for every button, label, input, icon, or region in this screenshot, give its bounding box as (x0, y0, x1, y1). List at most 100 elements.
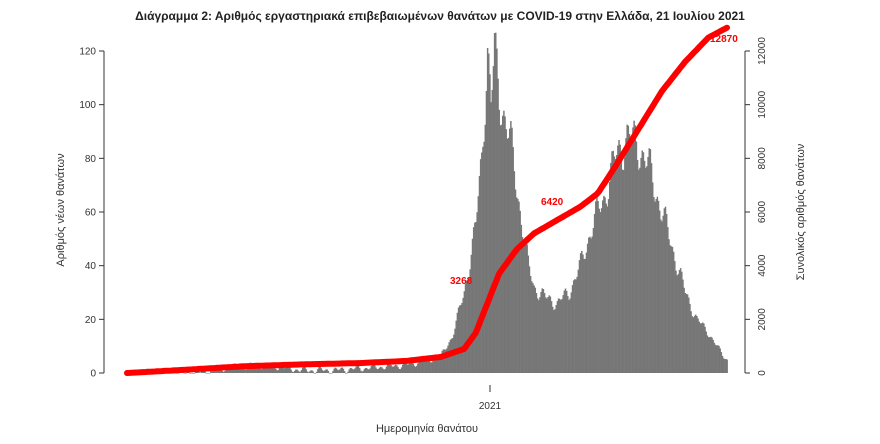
right-tick-label: 6000 (757, 200, 768, 223)
chart-title: Διάγραμμα 2: Αριθμός εργαστηριακά επιβεβ… (135, 9, 745, 23)
daily-bar (591, 236, 593, 373)
daily-bar (560, 299, 562, 373)
daily-bar (603, 195, 605, 373)
daily-bar (631, 137, 633, 373)
daily-bar (634, 125, 637, 373)
daily-bar (374, 365, 376, 373)
daily-bar (413, 365, 416, 373)
daily-bar (497, 78, 499, 373)
daily-bar (431, 362, 433, 373)
daily-bar (469, 269, 471, 373)
daily-bar (345, 373, 347, 374)
daily-bar (262, 367, 264, 373)
daily-bar (269, 365, 271, 373)
daily-bar (503, 110, 505, 373)
daily-bar (318, 367, 320, 373)
daily-bar (703, 323, 705, 373)
daily-bar (528, 266, 531, 373)
daily-bar (626, 124, 628, 373)
daily-bar (483, 141, 485, 373)
daily-bar (227, 368, 230, 373)
cumulative-annotation-12870: 12870 (710, 34, 738, 45)
daily-bar (243, 368, 246, 373)
daily-bar (321, 370, 324, 373)
right-tick-label: 4000 (757, 254, 768, 277)
daily-bar (340, 367, 342, 373)
daily-bar (313, 373, 316, 374)
daily-bar (511, 127, 513, 374)
daily-bar (198, 372, 200, 373)
daily-bar (415, 365, 418, 373)
daily-bar (684, 293, 687, 373)
daily-bar (239, 368, 241, 373)
daily-bar (522, 242, 525, 373)
daily-bar (383, 369, 385, 373)
daily-bar (268, 365, 270, 373)
daily-bar (538, 300, 540, 373)
daily-bar (322, 370, 325, 373)
daily-bar (392, 366, 395, 373)
daily-bar (493, 33, 496, 374)
daily-bar (270, 364, 273, 373)
daily-bar (583, 258, 585, 373)
daily-bar (576, 276, 578, 373)
daily-bar (310, 370, 312, 373)
daily-bar (596, 196, 598, 373)
daily-bar (599, 212, 602, 373)
daily-bar (711, 337, 713, 373)
daily-bar (470, 254, 473, 373)
daily-bar (419, 360, 421, 373)
daily-bar (569, 298, 571, 373)
daily-bar (326, 369, 328, 373)
daily-bar (665, 214, 668, 373)
daily-bar (510, 120, 512, 373)
daily-bar (462, 297, 464, 373)
daily-bar (542, 289, 545, 373)
daily-bar (607, 199, 610, 373)
daily-bar (442, 349, 445, 373)
right-axis-label: Συνολικός αριθμός θανάτων (795, 143, 807, 280)
daily-bar (667, 227, 669, 373)
daily-bar (504, 116, 506, 374)
x-axis-label: Ημερομηνία θανάτου (376, 423, 478, 435)
right-tick-label: 8000 (757, 147, 768, 170)
daily-bar (311, 370, 313, 373)
daily-bar (406, 364, 409, 373)
daily-bar (611, 151, 613, 373)
daily-bar (650, 163, 653, 373)
daily-bar (524, 241, 526, 373)
daily-bar (541, 288, 543, 373)
daily-bar (689, 303, 691, 373)
daily-bar (657, 200, 660, 373)
daily-bar (448, 342, 450, 373)
daily-bar (688, 297, 690, 373)
daily-bar (356, 365, 359, 373)
daily-bar (369, 368, 371, 373)
daily-bar (595, 201, 597, 373)
daily-bar (472, 227, 475, 373)
daily-bar (467, 279, 469, 373)
daily-bar (543, 293, 546, 373)
daily-bar (257, 365, 260, 373)
daily-bar (346, 373, 348, 374)
daily-bar (548, 295, 550, 373)
daily-bar (546, 298, 548, 373)
daily-bar (370, 366, 373, 373)
daily-bar (647, 156, 649, 373)
daily-bar (490, 102, 492, 373)
daily-bar (664, 206, 667, 373)
daily-bar (414, 366, 417, 373)
daily-bar (655, 199, 657, 373)
daily-bar (574, 279, 576, 373)
daily-bar (622, 170, 625, 373)
daily-bar (329, 373, 332, 374)
daily-bar (492, 66, 495, 373)
daily-bar (302, 367, 304, 373)
daily-bar (207, 373, 210, 374)
daily-bar (570, 292, 573, 373)
daily-bar (320, 368, 323, 373)
daily-bar (314, 373, 317, 374)
daily-bar (297, 370, 299, 373)
daily-bar (336, 369, 339, 373)
